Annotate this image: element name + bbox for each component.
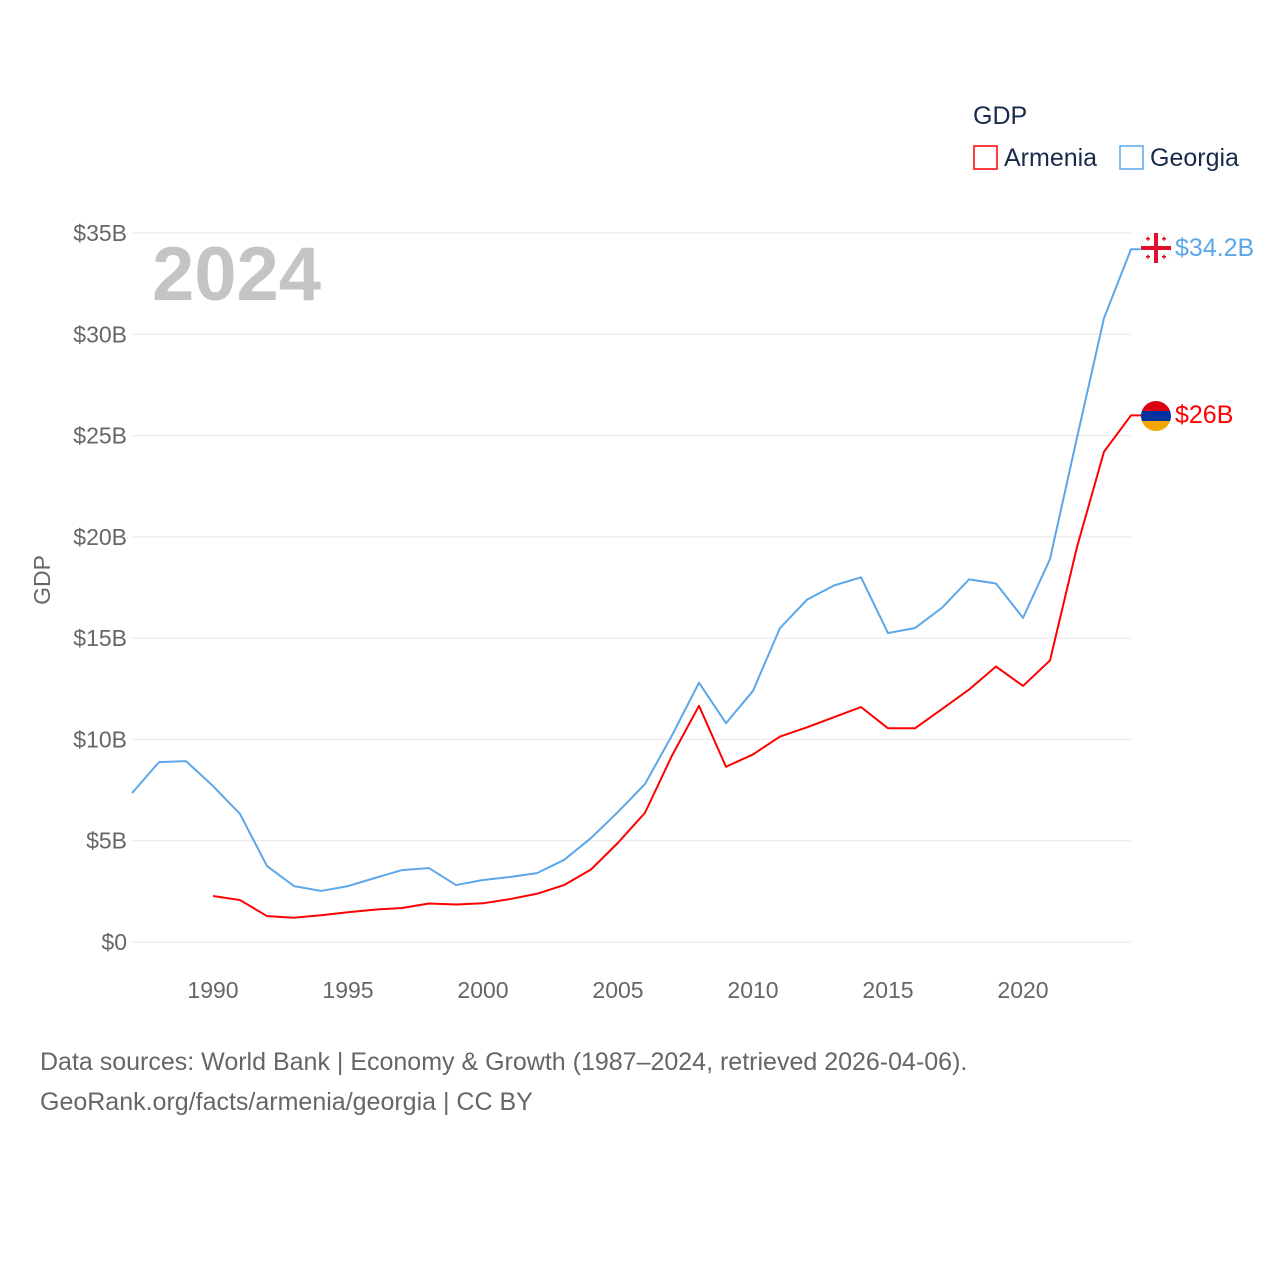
y-tick-label: $5B <box>86 828 127 854</box>
series-line-georgia[interactable] <box>131 248 1141 892</box>
source-line: Data sources: World Bank | Economy & Gro… <box>40 1048 968 1076</box>
legend-item-armenia[interactable]: Armenia <box>973 144 1097 172</box>
x-tick-label: 2015 <box>862 977 913 1003</box>
series-line-armenia[interactable] <box>212 414 1141 919</box>
y-tick-label: $0 <box>101 929 127 955</box>
source-link[interactable]: GeoRank.org/facts/armenia/georgia | CC B… <box>40 1088 533 1116</box>
x-tick-label: 2010 <box>727 977 778 1003</box>
legend-title: GDP <box>973 102 1027 130</box>
x-tick-label: 1990 <box>187 977 238 1003</box>
armenia-flag-icon <box>1141 401 1171 431</box>
x-tick-label: 2020 <box>997 977 1048 1003</box>
y-tick-label: $25B <box>73 423 127 449</box>
y-tick-label: $10B <box>73 726 127 752</box>
svg-text:Armenia: Armenia <box>1004 144 1097 172</box>
x-tick-label: 1995 <box>322 977 373 1003</box>
y-tick-label: $30B <box>73 321 127 347</box>
y-axis-label: GDP <box>29 555 55 605</box>
year-watermark: 2024 <box>152 232 321 317</box>
svg-text:Georgia: Georgia <box>1150 144 1239 172</box>
legend-item-georgia[interactable]: Georgia <box>1119 144 1239 172</box>
armenia-end-label: $26B <box>1175 401 1233 429</box>
x-tick-label: 2000 <box>457 977 508 1003</box>
y-tick-label: $20B <box>73 524 127 550</box>
y-tick-label: $15B <box>73 625 127 651</box>
georgia-flag-icon <box>1140 232 1172 264</box>
georgia-end-label: $34.2B <box>1175 234 1254 262</box>
x-tick-label: 2005 <box>592 977 643 1003</box>
data-source-footer: Data sources: World Bank | Economy & Gro… <box>40 1042 967 1122</box>
y-tick-label: $35B <box>73 220 127 246</box>
